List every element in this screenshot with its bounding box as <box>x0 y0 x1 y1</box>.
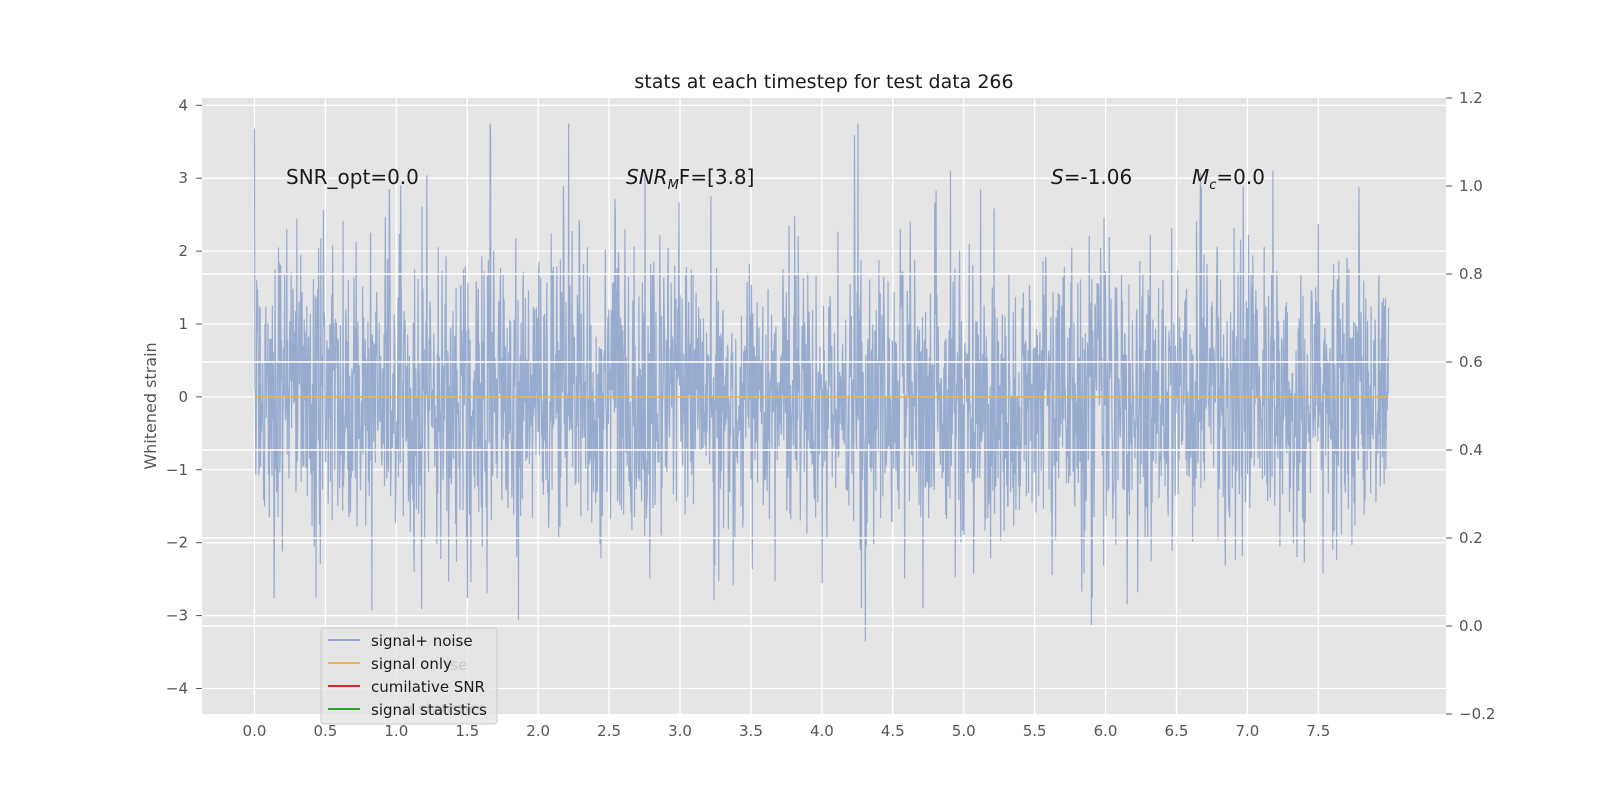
annotation-snr-opt: SNR_opt=0.0 <box>286 165 419 189</box>
legend-ghost-text-1: ise <box>446 656 467 674</box>
y-tick-label: −4 <box>166 679 188 697</box>
y-tick-label: 0 <box>178 388 188 406</box>
y-axis-label: Whitened strain <box>141 342 160 469</box>
y2-tick-label: 1.0 <box>1459 177 1483 195</box>
x-tick-label: 7.5 <box>1306 722 1330 740</box>
y-tick-label: −1 <box>166 461 188 479</box>
y-tick-label: 4 <box>178 96 188 114</box>
x-tick-label: 3.5 <box>739 722 763 740</box>
legend-label-signal-statistics: signal statistics <box>371 701 487 719</box>
x-tick-label: 2.0 <box>526 722 550 740</box>
mc-rest: =0.0 <box>1216 165 1265 189</box>
data-layer <box>202 123 1446 642</box>
axes-layer: 0.0 0.5 1.0 1.5 2.0 2.5 3.0 3.5 4.0 4.5 5.0 5.5 6.0 6… <box>166 89 1496 740</box>
legend-label-signal-only: signal only <box>371 655 452 673</box>
legend: ise n statistics signal+ noise signal on… <box>320 627 498 725</box>
y2-tick-label: 0.2 <box>1459 529 1483 547</box>
mc-sub: c <box>1209 178 1216 193</box>
x-tick-label: 7.0 <box>1235 722 1259 740</box>
x-tick-label: 6.5 <box>1165 722 1189 740</box>
x-tick-label: 2.5 <box>597 722 621 740</box>
y2-tick-label: 0.8 <box>1459 265 1483 283</box>
snr-mf-rest: F=[3.8] <box>679 165 755 189</box>
legend-label-cumilative-snr: cumilative SNR <box>371 678 485 696</box>
x-tick-label: 4.0 <box>810 722 834 740</box>
y2-tick-label: 0.0 <box>1459 617 1483 635</box>
annotation-snr-mf: SNRMF=[3.8] <box>626 165 754 193</box>
snr-mf-sub: M <box>668 178 679 193</box>
x-tick-label: 5.5 <box>1023 722 1047 740</box>
x-tick-label: 5.0 <box>952 722 976 740</box>
y-tick-label: 3 <box>178 169 188 187</box>
x-tick-label: 0.0 <box>243 722 267 740</box>
y2-tick-label: 0.6 <box>1459 353 1483 371</box>
y-tick-label: 2 <box>178 242 188 260</box>
y-tick-label: 1 <box>178 315 188 333</box>
y-tick-label: −2 <box>166 534 188 552</box>
s-stat-base: S <box>1051 165 1064 189</box>
chart-title: stats at each timestep for test data 266 <box>634 71 1013 93</box>
x-tick-label: 1.5 <box>455 722 479 740</box>
x-tick-label: 3.0 <box>668 722 692 740</box>
x-tick-label: 0.5 <box>313 722 337 740</box>
y2-tick-label: 1.2 <box>1459 89 1483 107</box>
annotation-s-stat: S=-1.06 <box>1051 165 1132 189</box>
annotation-mc: Mc=0.0 <box>1192 165 1265 193</box>
series-signal-noise-line <box>253 123 1390 642</box>
y-tick-label: −3 <box>166 607 188 625</box>
snr-mf-base: SNR <box>626 165 668 189</box>
x-tick-label: 4.5 <box>881 722 905 740</box>
x-tick-label: 1.0 <box>384 722 408 740</box>
legend-box <box>320 627 498 725</box>
legend-label-signal-noise: signal+ noise <box>371 632 473 650</box>
legend-ghost-text-2: n statistics <box>404 700 485 718</box>
s-stat-rest: =-1.06 <box>1064 165 1133 189</box>
mc-base: M <box>1192 165 1209 189</box>
y2-tick-label: 0.4 <box>1459 441 1483 459</box>
y2-tick-label: −0.2 <box>1459 705 1495 723</box>
x-tick-label: 6.0 <box>1094 722 1118 740</box>
